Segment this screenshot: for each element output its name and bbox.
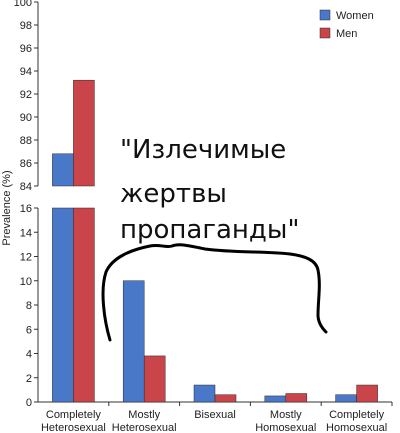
- legend-label-men: Men: [336, 28, 357, 40]
- bar-women: [335, 394, 357, 403]
- handdrawn-brace: [101, 243, 328, 342]
- legend-label-women: Women: [336, 10, 374, 22]
- x-category-label: Completely: [329, 409, 385, 421]
- annotation-line: пропаганды": [120, 215, 299, 245]
- bar-women: [264, 395, 287, 403]
- y-tick-label: 90: [20, 112, 32, 124]
- bar-women: [193, 384, 216, 403]
- bar-men-lower: [73, 207, 95, 403]
- y-tick-label: 88: [20, 135, 32, 147]
- annotation-line: жертвы: [120, 179, 227, 209]
- y-tick-label: 0: [26, 397, 32, 409]
- x-category-label: Completely: [46, 409, 102, 421]
- x-category-label: Bisexual: [194, 409, 236, 421]
- y-tick-label: 14: [20, 227, 32, 239]
- bar-men: [214, 394, 237, 403]
- y-tick-label: 84: [20, 181, 32, 193]
- bar-women-upper: [52, 153, 74, 187]
- y-tick-label: 10: [20, 276, 32, 288]
- y-tick-label: 16: [20, 203, 32, 215]
- legend-swatch-men: [319, 27, 331, 39]
- bars: [52, 79, 378, 403]
- bar-women: [122, 280, 145, 403]
- y-tick-label: 98: [20, 20, 32, 32]
- y-tick-label: 96: [20, 43, 32, 55]
- bar-men-upper: [73, 79, 95, 187]
- bar-men: [356, 384, 378, 403]
- y-tick-label: 94: [20, 66, 32, 78]
- y-tick-label: 8: [26, 300, 32, 312]
- x-category-label: Homosexual: [326, 422, 387, 433]
- bar-women-lower: [52, 207, 74, 403]
- axes: 84 86 88 90 92 94 96 98 100 0 2 4 6 8 10 12 14 16: [14, 0, 393, 409]
- y-tick-label: 86: [20, 158, 32, 170]
- y-tick-label: 4: [26, 349, 32, 361]
- annotation-line: "Излечимые: [120, 135, 286, 165]
- bar-men: [143, 355, 166, 403]
- axis-labels: Prevalence (%)CompletelyHeterosexualMost…: [1, 170, 387, 433]
- legend: Women Men: [319, 9, 374, 40]
- y-tick-label: 12: [20, 252, 32, 264]
- y-tick-label: 2: [26, 373, 32, 385]
- x-category-label: Mostly: [128, 409, 160, 421]
- y-tick-label: 92: [20, 89, 32, 101]
- y-axis-label: Prevalence (%): [1, 170, 13, 245]
- x-category-label: Heterosexual: [41, 422, 106, 433]
- handwritten-annotation: "Излечимые жертвы пропаганды": [101, 135, 328, 342]
- x-category-label: Homosexual: [255, 422, 316, 433]
- y-tick-label: 100: [14, 0, 32, 9]
- y-tick-label: 6: [26, 324, 32, 336]
- x-category-label: Mostly: [270, 409, 302, 421]
- x-category-label: Heterosexual: [112, 422, 177, 433]
- legend-swatch-women: [319, 9, 331, 21]
- bar-men: [285, 393, 308, 403]
